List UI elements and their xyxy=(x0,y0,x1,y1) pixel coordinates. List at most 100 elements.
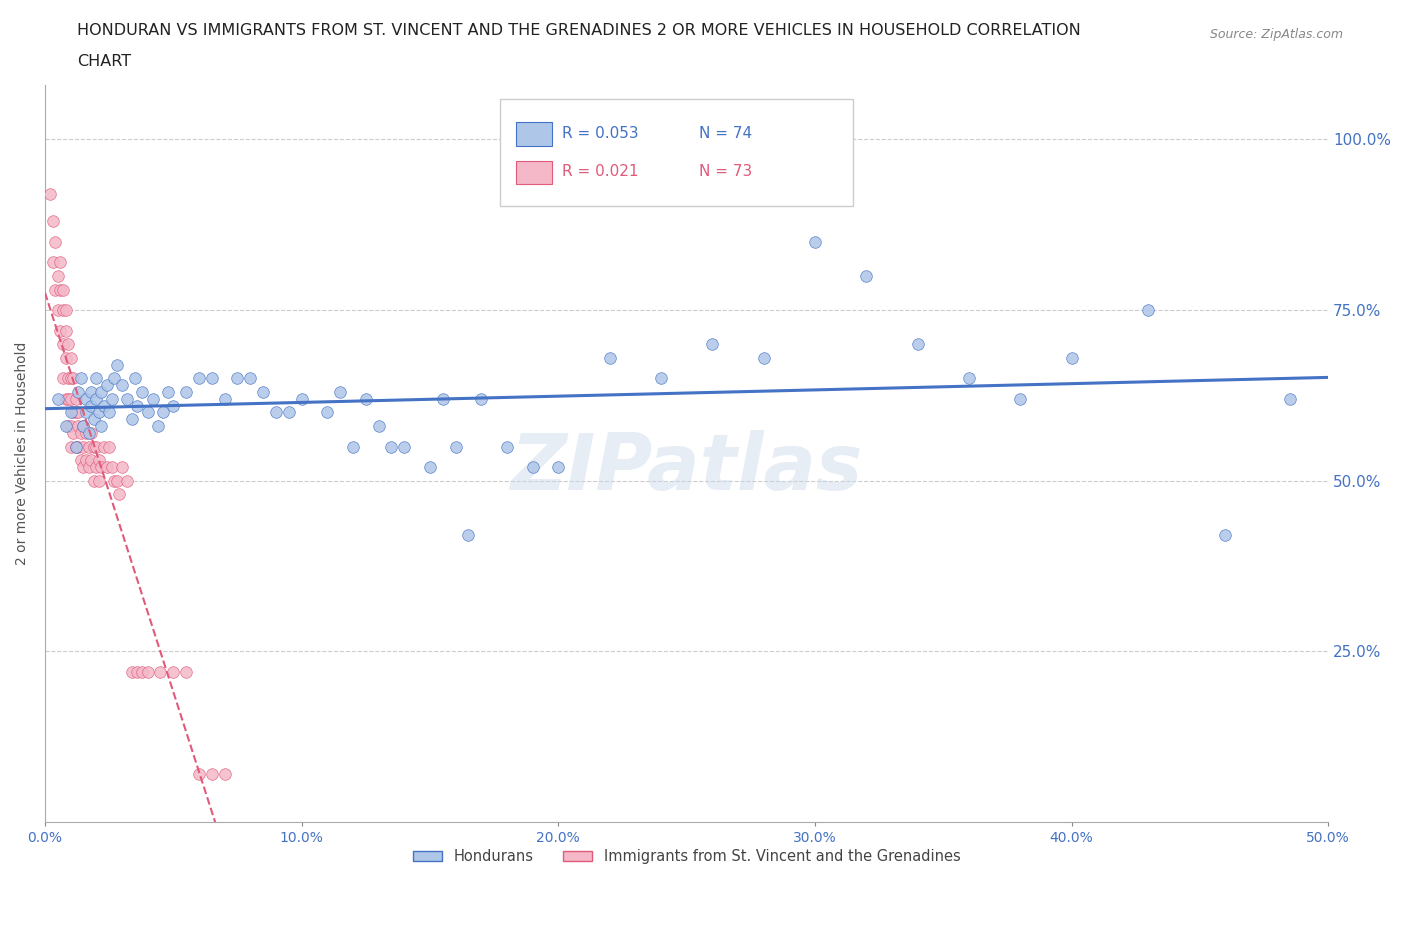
Point xyxy=(41,255,63,270)
Point xyxy=(522,459,544,474)
Point xyxy=(87,453,110,468)
Point xyxy=(55,392,77,406)
Point xyxy=(52,302,75,317)
Point xyxy=(1010,392,1032,406)
Point xyxy=(162,398,184,413)
Point xyxy=(83,412,105,427)
Point xyxy=(547,459,569,474)
Point xyxy=(56,337,79,352)
Point xyxy=(77,426,100,441)
Point xyxy=(90,418,112,433)
Point xyxy=(342,439,364,454)
Point xyxy=(264,405,287,419)
Point xyxy=(470,392,492,406)
Point xyxy=(55,323,77,338)
Text: Source: ZipAtlas.com: Source: ZipAtlas.com xyxy=(1209,28,1343,41)
Point xyxy=(146,418,169,433)
Point xyxy=(72,439,94,454)
Point xyxy=(49,323,72,338)
Point xyxy=(84,371,107,386)
Point xyxy=(419,459,441,474)
Point xyxy=(105,473,128,488)
Point xyxy=(84,439,107,454)
Point xyxy=(752,351,775,365)
Point xyxy=(59,439,82,454)
Point xyxy=(75,392,97,406)
Point xyxy=(77,439,100,454)
Point xyxy=(214,392,236,406)
Point xyxy=(93,398,115,413)
Point xyxy=(55,418,77,433)
Point xyxy=(96,459,118,474)
Point xyxy=(62,426,84,441)
Point xyxy=(457,528,479,543)
FancyBboxPatch shape xyxy=(516,123,551,146)
Point xyxy=(380,439,402,454)
Text: N = 74: N = 74 xyxy=(699,126,752,141)
Point xyxy=(152,405,174,419)
Point xyxy=(111,378,134,392)
Point xyxy=(907,337,929,352)
Point xyxy=(62,405,84,419)
Point xyxy=(103,371,125,386)
FancyBboxPatch shape xyxy=(501,100,853,206)
Point xyxy=(75,426,97,441)
Point xyxy=(115,392,138,406)
Point xyxy=(367,418,389,433)
Point xyxy=(49,255,72,270)
Point xyxy=(1060,351,1083,365)
Point xyxy=(90,384,112,399)
Point xyxy=(56,371,79,386)
Point xyxy=(70,426,93,441)
Point xyxy=(52,337,75,352)
Point xyxy=(432,392,454,406)
Point xyxy=(96,378,118,392)
Point xyxy=(188,371,211,386)
Point xyxy=(87,473,110,488)
Text: R = 0.021: R = 0.021 xyxy=(562,165,638,179)
Point xyxy=(90,459,112,474)
Point xyxy=(67,384,90,399)
Point xyxy=(105,357,128,372)
Y-axis label: 2 or more Vehicles in Household: 2 or more Vehicles in Household xyxy=(15,341,30,565)
Legend: Hondurans, Immigrants from St. Vincent and the Grenadines: Hondurans, Immigrants from St. Vincent a… xyxy=(406,844,966,870)
Point xyxy=(444,439,467,454)
Point xyxy=(136,664,159,679)
Point xyxy=(124,371,146,386)
Point xyxy=(201,767,224,782)
Point xyxy=(65,439,87,454)
Point xyxy=(201,371,224,386)
Text: N = 73: N = 73 xyxy=(699,165,752,179)
Point xyxy=(1215,528,1237,543)
Point xyxy=(277,405,299,419)
Point xyxy=(65,439,87,454)
Point xyxy=(174,664,197,679)
Point xyxy=(59,392,82,406)
Point xyxy=(702,337,724,352)
Point xyxy=(98,405,121,419)
Point xyxy=(55,302,77,317)
Point xyxy=(80,384,103,399)
Point xyxy=(252,384,274,399)
Point xyxy=(56,392,79,406)
FancyBboxPatch shape xyxy=(516,161,551,184)
Point xyxy=(127,664,149,679)
Point xyxy=(44,234,66,249)
Point xyxy=(70,371,93,386)
Point xyxy=(239,371,262,386)
Point xyxy=(67,418,90,433)
Point xyxy=(46,392,69,406)
Point xyxy=(46,269,69,284)
Point xyxy=(127,398,149,413)
Point xyxy=(52,371,75,386)
Point xyxy=(72,418,94,433)
Point xyxy=(80,426,103,441)
Point xyxy=(98,439,121,454)
Point xyxy=(188,767,211,782)
Point xyxy=(49,282,72,297)
Point xyxy=(855,269,877,284)
Point xyxy=(70,453,93,468)
Point xyxy=(100,459,122,474)
Point xyxy=(83,439,105,454)
Point xyxy=(77,459,100,474)
